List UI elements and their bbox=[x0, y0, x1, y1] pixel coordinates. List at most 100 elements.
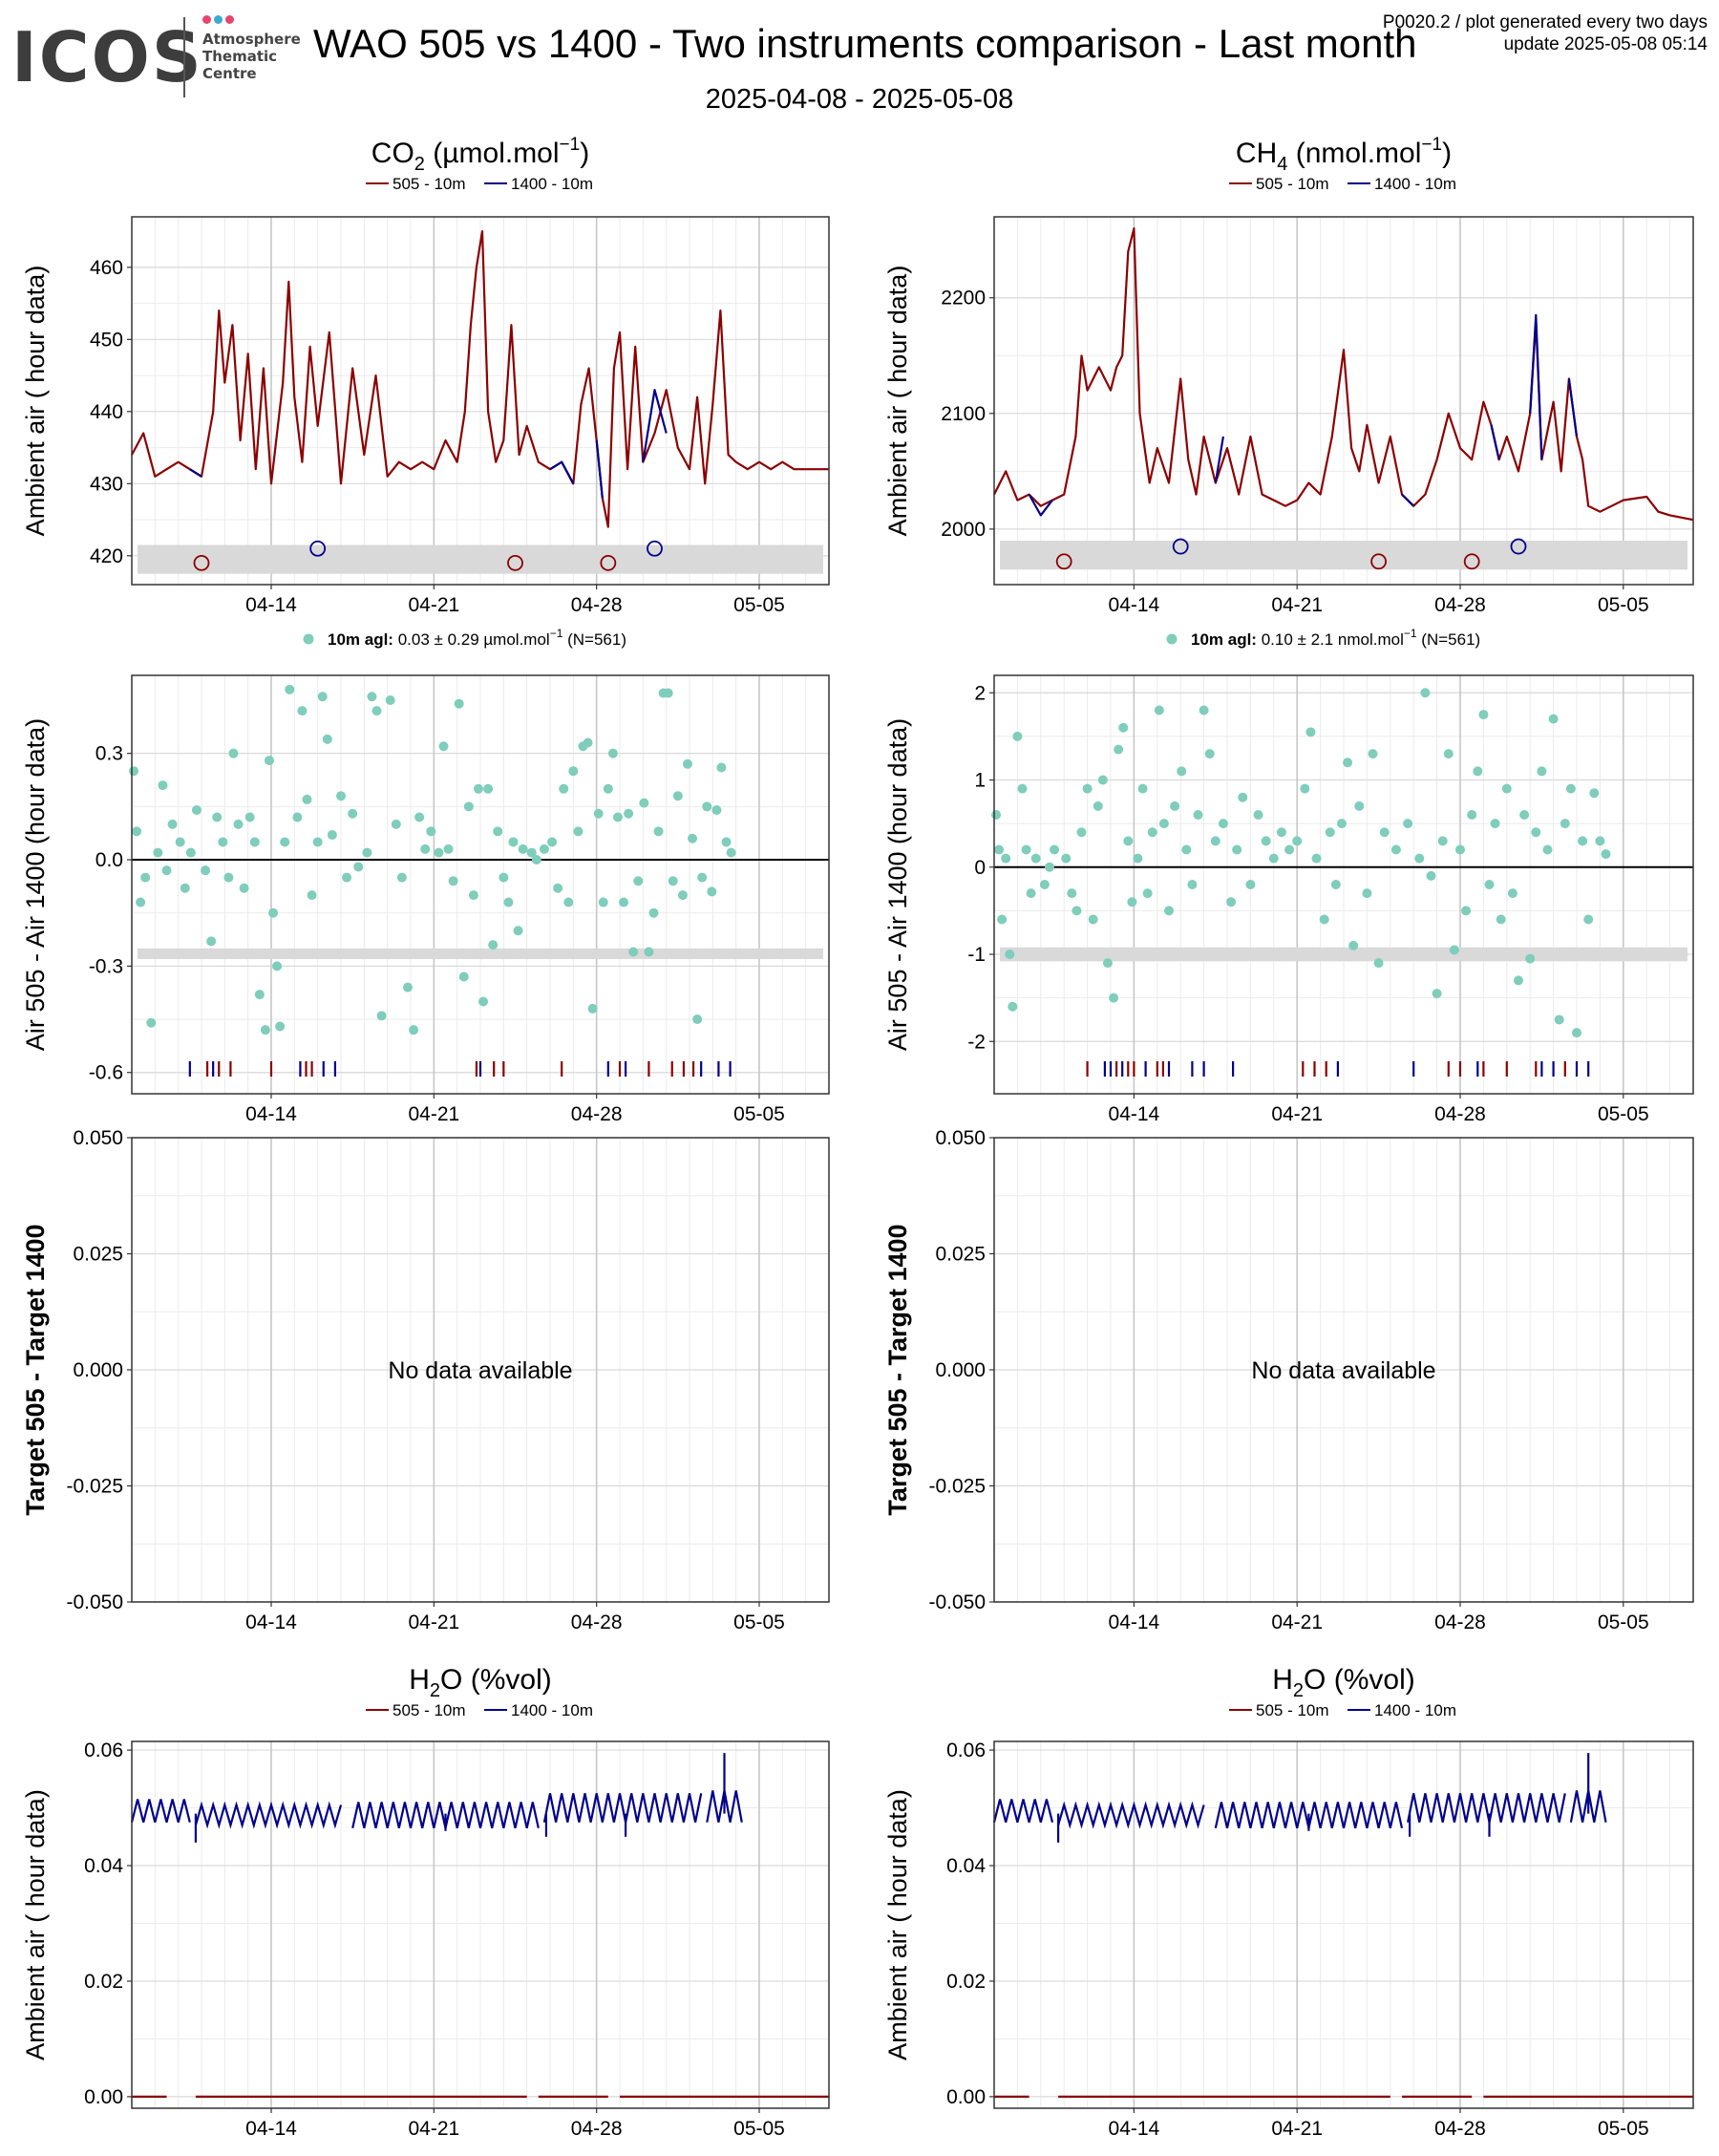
difference-point bbox=[1300, 783, 1310, 794]
difference-point bbox=[1005, 950, 1015, 959]
no-data-message: No data available bbox=[1251, 1357, 1435, 1384]
ch4-legend: 505 - 10m 1400 - 10m bbox=[1229, 175, 1456, 193]
x-tick-label: 04-14 bbox=[1109, 1103, 1160, 1125]
difference-point bbox=[129, 766, 139, 777]
x-tick-label: 04-14 bbox=[1109, 2118, 1160, 2140]
series-1400-line bbox=[189, 468, 202, 478]
y-tick-label: 430 bbox=[90, 473, 123, 495]
x-tick-label: 05-05 bbox=[1598, 1612, 1649, 1633]
difference-point bbox=[312, 837, 323, 847]
plot-border bbox=[993, 1137, 1694, 1603]
difference-point bbox=[493, 826, 503, 837]
difference-point bbox=[1118, 722, 1129, 733]
difference-point bbox=[409, 1025, 419, 1035]
difference-point bbox=[1379, 827, 1390, 838]
difference-point bbox=[396, 872, 407, 883]
y-tick-label: -0.025 bbox=[66, 1476, 123, 1498]
h2o-left-title: H2O (%vol) bbox=[409, 1664, 551, 1701]
difference-point bbox=[1560, 819, 1570, 829]
y-tick-label: 0.3 bbox=[96, 743, 123, 765]
x-tick-label: 04-28 bbox=[571, 2118, 623, 2140]
difference-point bbox=[1164, 906, 1174, 916]
difference-point bbox=[158, 780, 168, 791]
y-tick-label: -0.050 bbox=[66, 1591, 123, 1613]
plot-border bbox=[131, 674, 830, 1095]
difference-point bbox=[191, 805, 202, 816]
update-timestamp: update 2025-05-08 05:14 bbox=[1503, 34, 1708, 54]
difference-point bbox=[1319, 914, 1329, 925]
x-tick-label: 04-14 bbox=[245, 1103, 297, 1125]
difference-point bbox=[539, 843, 549, 854]
difference-point bbox=[385, 694, 395, 705]
h2o-right-panel: 04-14 04-21 04-28 05-05 0.00 0.02 0.04 0.06 Ambi… bbox=[883, 1740, 1694, 2140]
y-axis-title: Air 505 - Air 1400 (hour data) bbox=[21, 718, 50, 1051]
difference-point bbox=[1204, 749, 1215, 759]
y-tick-label: 0.04 bbox=[946, 1855, 986, 1877]
difference-point bbox=[1114, 744, 1124, 755]
y-tick-label: 1 bbox=[974, 770, 986, 792]
difference-point bbox=[603, 783, 613, 794]
generation-info: P0020.2 / plot generated every two days … bbox=[1383, 11, 1708, 55]
difference-point bbox=[1210, 836, 1220, 846]
legend-label-1400: 1400 - 10m bbox=[1374, 1701, 1456, 1719]
series-1400-line bbox=[130, 1799, 191, 1823]
difference-point bbox=[1276, 827, 1286, 838]
co2-ambient-panel: 04-14 04-21 04-28 05-05 420 430 440 450 460 Ambie… bbox=[21, 216, 830, 616]
series-1400-line bbox=[1214, 436, 1224, 483]
difference-point bbox=[716, 762, 727, 773]
difference-point bbox=[1097, 775, 1108, 785]
y-tick-label: 0.025 bbox=[935, 1244, 986, 1266]
ch4-diff-panel: 04-14 04-21 04-28 05-05 -2 -1 0 1 2 Air 505 - Air… bbox=[883, 674, 1694, 1125]
stats-legend-text: 10m agl: 0.03 ± 0.29 µmol.mol−1 (N=561) bbox=[328, 627, 626, 649]
difference-point bbox=[1455, 844, 1465, 855]
series-1400-line bbox=[1567, 378, 1579, 438]
plot-border bbox=[131, 1137, 830, 1603]
difference-point bbox=[991, 810, 1002, 820]
difference-point bbox=[402, 982, 413, 993]
difference-point bbox=[285, 684, 295, 694]
y-axis-title: Target 505 - Target 1400 bbox=[21, 1224, 50, 1515]
legend-label-505: 505 - 10m bbox=[393, 1701, 466, 1719]
co2-stats-legend: 10m agl: 0.03 ± 0.29 µmol.mol−1 (N=561) bbox=[303, 627, 626, 649]
difference-point bbox=[573, 826, 584, 837]
difference-point bbox=[1507, 888, 1517, 899]
y-tick-label: -0.6 bbox=[89, 1062, 123, 1084]
difference-point bbox=[1001, 853, 1011, 864]
calibration-marker bbox=[1172, 538, 1189, 555]
difference-point bbox=[1158, 819, 1169, 829]
difference-point bbox=[1193, 810, 1203, 820]
difference-point bbox=[672, 791, 683, 801]
icos-logo: ICOS bbox=[11, 17, 203, 97]
difference-point bbox=[1548, 714, 1559, 724]
difference-point bbox=[161, 865, 172, 876]
plot-border bbox=[131, 1740, 830, 2109]
difference-point bbox=[682, 758, 692, 769]
difference-point bbox=[307, 890, 317, 901]
difference-point bbox=[707, 886, 717, 897]
x-tick-label: 05-05 bbox=[1598, 1103, 1649, 1125]
difference-point bbox=[167, 819, 178, 829]
difference-point bbox=[513, 926, 523, 936]
h2o-left-legend: 505 - 10m 1400 - 10m bbox=[366, 1701, 593, 1719]
logo-dot-1 bbox=[202, 15, 211, 24]
stats-legend-key bbox=[1166, 633, 1178, 645]
legend-label-1400: 1400 - 10m bbox=[511, 1701, 593, 1719]
difference-point bbox=[702, 801, 712, 812]
difference-point bbox=[1039, 880, 1050, 889]
difference-point bbox=[136, 897, 146, 907]
difference-point bbox=[463, 801, 474, 812]
legend-label-505: 505 - 10m bbox=[1256, 1701, 1329, 1719]
x-tick-label: 04-14 bbox=[245, 2118, 297, 2140]
difference-point bbox=[488, 940, 499, 950]
difference-point bbox=[1030, 853, 1041, 864]
y-tick-label: 0.050 bbox=[73, 1127, 123, 1149]
difference-point bbox=[367, 692, 377, 702]
x-tick-label: 04-14 bbox=[1109, 594, 1160, 616]
difference-point bbox=[677, 890, 688, 901]
difference-point bbox=[593, 808, 604, 819]
difference-point bbox=[1127, 897, 1137, 907]
y-tick-label: 0.0 bbox=[96, 849, 123, 871]
plot-border bbox=[993, 1740, 1694, 2109]
difference-point bbox=[1542, 844, 1553, 855]
difference-point bbox=[644, 947, 654, 957]
